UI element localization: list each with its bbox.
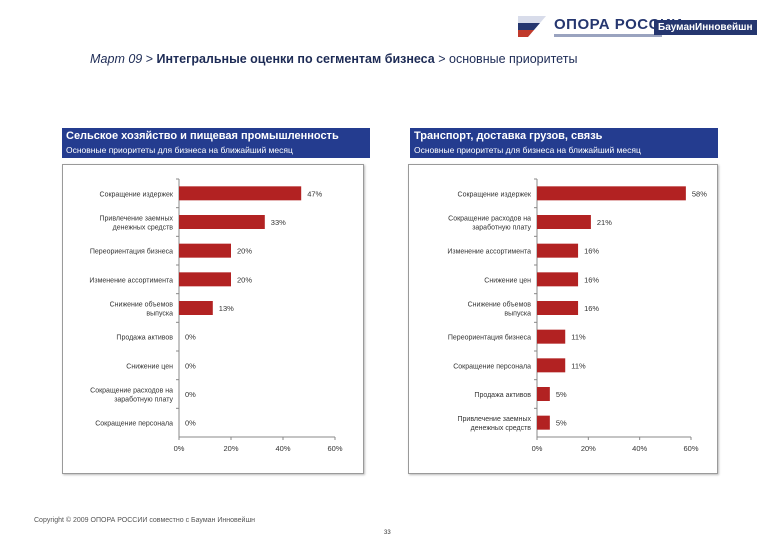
data-label: 33% <box>271 218 286 227</box>
breadcrumb-separator: > <box>434 52 449 66</box>
category-label: Снижение объемов выпуска <box>468 301 532 318</box>
data-label: 58% <box>692 189 707 198</box>
bar <box>537 215 591 229</box>
data-label: 16% <box>584 247 599 256</box>
bar <box>537 186 686 201</box>
opora-logo: ОПОРА РОССИИ БауманИнновейшн <box>518 16 768 40</box>
category-label: Сокращение расходов на заработную плату <box>90 388 173 404</box>
copyright: Copyright © 2009 ОПОРА РОССИИ совместно … <box>34 517 255 524</box>
bar <box>537 301 579 315</box>
category-label: Изменение ассортимента <box>89 277 173 284</box>
bar <box>179 186 302 201</box>
category-label: Снижение объемов выпуска <box>110 301 174 318</box>
category-label: Продажа активов <box>474 392 531 399</box>
chart-frame-agriculture: 0% 20% 40% 60% Сокращение издержек 47% Привлеч… <box>62 164 364 474</box>
chart-agriculture: 0% 20% 40% 60% Сокращение издержек 47% Привлеч… <box>89 178 343 453</box>
bar <box>537 243 579 258</box>
bar <box>537 415 550 430</box>
data-label: 0% <box>185 333 196 342</box>
category-label: Сокращение персонала <box>95 421 173 428</box>
data-label: 0% <box>185 419 196 428</box>
breadcrumb-separator: > <box>142 52 157 66</box>
data-label: 16% <box>584 275 599 284</box>
bar <box>537 358 566 373</box>
x-tick-label: 40% <box>632 444 647 453</box>
data-label: 11% <box>571 361 586 370</box>
x-tick-label: 60% <box>327 444 342 453</box>
category-label: Привлечение заемных денежных средств <box>458 416 532 432</box>
category-label: Сокращение расходов на заработную плату <box>448 216 531 232</box>
page-number: 33 <box>384 530 391 536</box>
data-label: 20% <box>237 247 252 256</box>
category-label: Продажа активов <box>116 335 173 342</box>
breadcrumb: Март 09 > Интегральные оценки по сегмент… <box>90 52 577 66</box>
category-label: Привлечение заемных денежных средств <box>100 216 174 232</box>
data-label: 0% <box>185 390 196 399</box>
panel-header-agriculture: Сельское хозяйство и пищевая промышленно… <box>62 128 370 158</box>
chart-transport: 0% 20% 40% 60% Сокращение издержек 58% Сокраще… <box>447 178 707 453</box>
category-label: Снижение цен <box>484 277 531 284</box>
panel-title: Транспорт, доставка грузов, связь <box>414 130 603 142</box>
panel-header-transport: Транспорт, доставка грузов, связь Основн… <box>410 128 718 158</box>
data-label: 21% <box>597 218 612 227</box>
bar <box>179 215 265 229</box>
partner-badge: БауманИнновейшн <box>654 20 757 35</box>
x-tick-label: 0% <box>532 444 543 453</box>
category-label: Переориентация бизнеса <box>448 334 531 342</box>
russian-flag-icon <box>518 16 546 37</box>
panel-subtitle: Основные приоритеты для бизнеса на ближа… <box>66 145 293 155</box>
bar <box>537 272 579 287</box>
x-tick-label: 20% <box>581 444 596 453</box>
category-label: Сокращение издержек <box>458 191 532 198</box>
data-label: 16% <box>584 304 599 313</box>
data-label: 47% <box>307 189 322 198</box>
bar <box>179 243 231 258</box>
logo-name: ОПОРА РОССИИ <box>554 16 683 33</box>
category-label: Изменение ассортимента <box>447 249 531 256</box>
data-label: 5% <box>556 419 567 428</box>
bar <box>179 301 213 315</box>
category-label: Снижение цен <box>126 363 173 370</box>
bar <box>537 387 550 401</box>
breadcrumb-topic: основные приоритеты <box>449 52 578 66</box>
logo-tagline-bar <box>554 34 662 37</box>
data-label: 5% <box>556 390 567 399</box>
category-label: Переориентация бизнеса <box>90 248 173 256</box>
bar <box>179 272 231 287</box>
breadcrumb-segment: Интегральные оценки по сегментам бизнеса <box>156 52 435 66</box>
bar <box>537 329 566 344</box>
data-label: 13% <box>219 304 234 313</box>
data-label: 0% <box>185 361 196 370</box>
data-label: 20% <box>237 275 252 284</box>
category-label: Сокращение издержек <box>100 191 174 198</box>
x-tick-label: 60% <box>683 444 698 453</box>
breadcrumb-date: Март 09 <box>90 52 143 66</box>
x-tick-label: 20% <box>223 444 238 453</box>
category-label: Сокращение персонала <box>453 363 531 370</box>
x-tick-label: 0% <box>174 444 185 453</box>
data-label: 11% <box>571 333 586 342</box>
chart-frame-transport: 0% 20% 40% 60% Сокращение издержек 58% Сокраще… <box>408 164 718 474</box>
x-tick-label: 40% <box>275 444 290 453</box>
panel-title: Сельское хозяйство и пищевая промышленно… <box>66 130 339 142</box>
panel-subtitle: Основные приоритеты для бизнеса на ближа… <box>414 145 641 155</box>
